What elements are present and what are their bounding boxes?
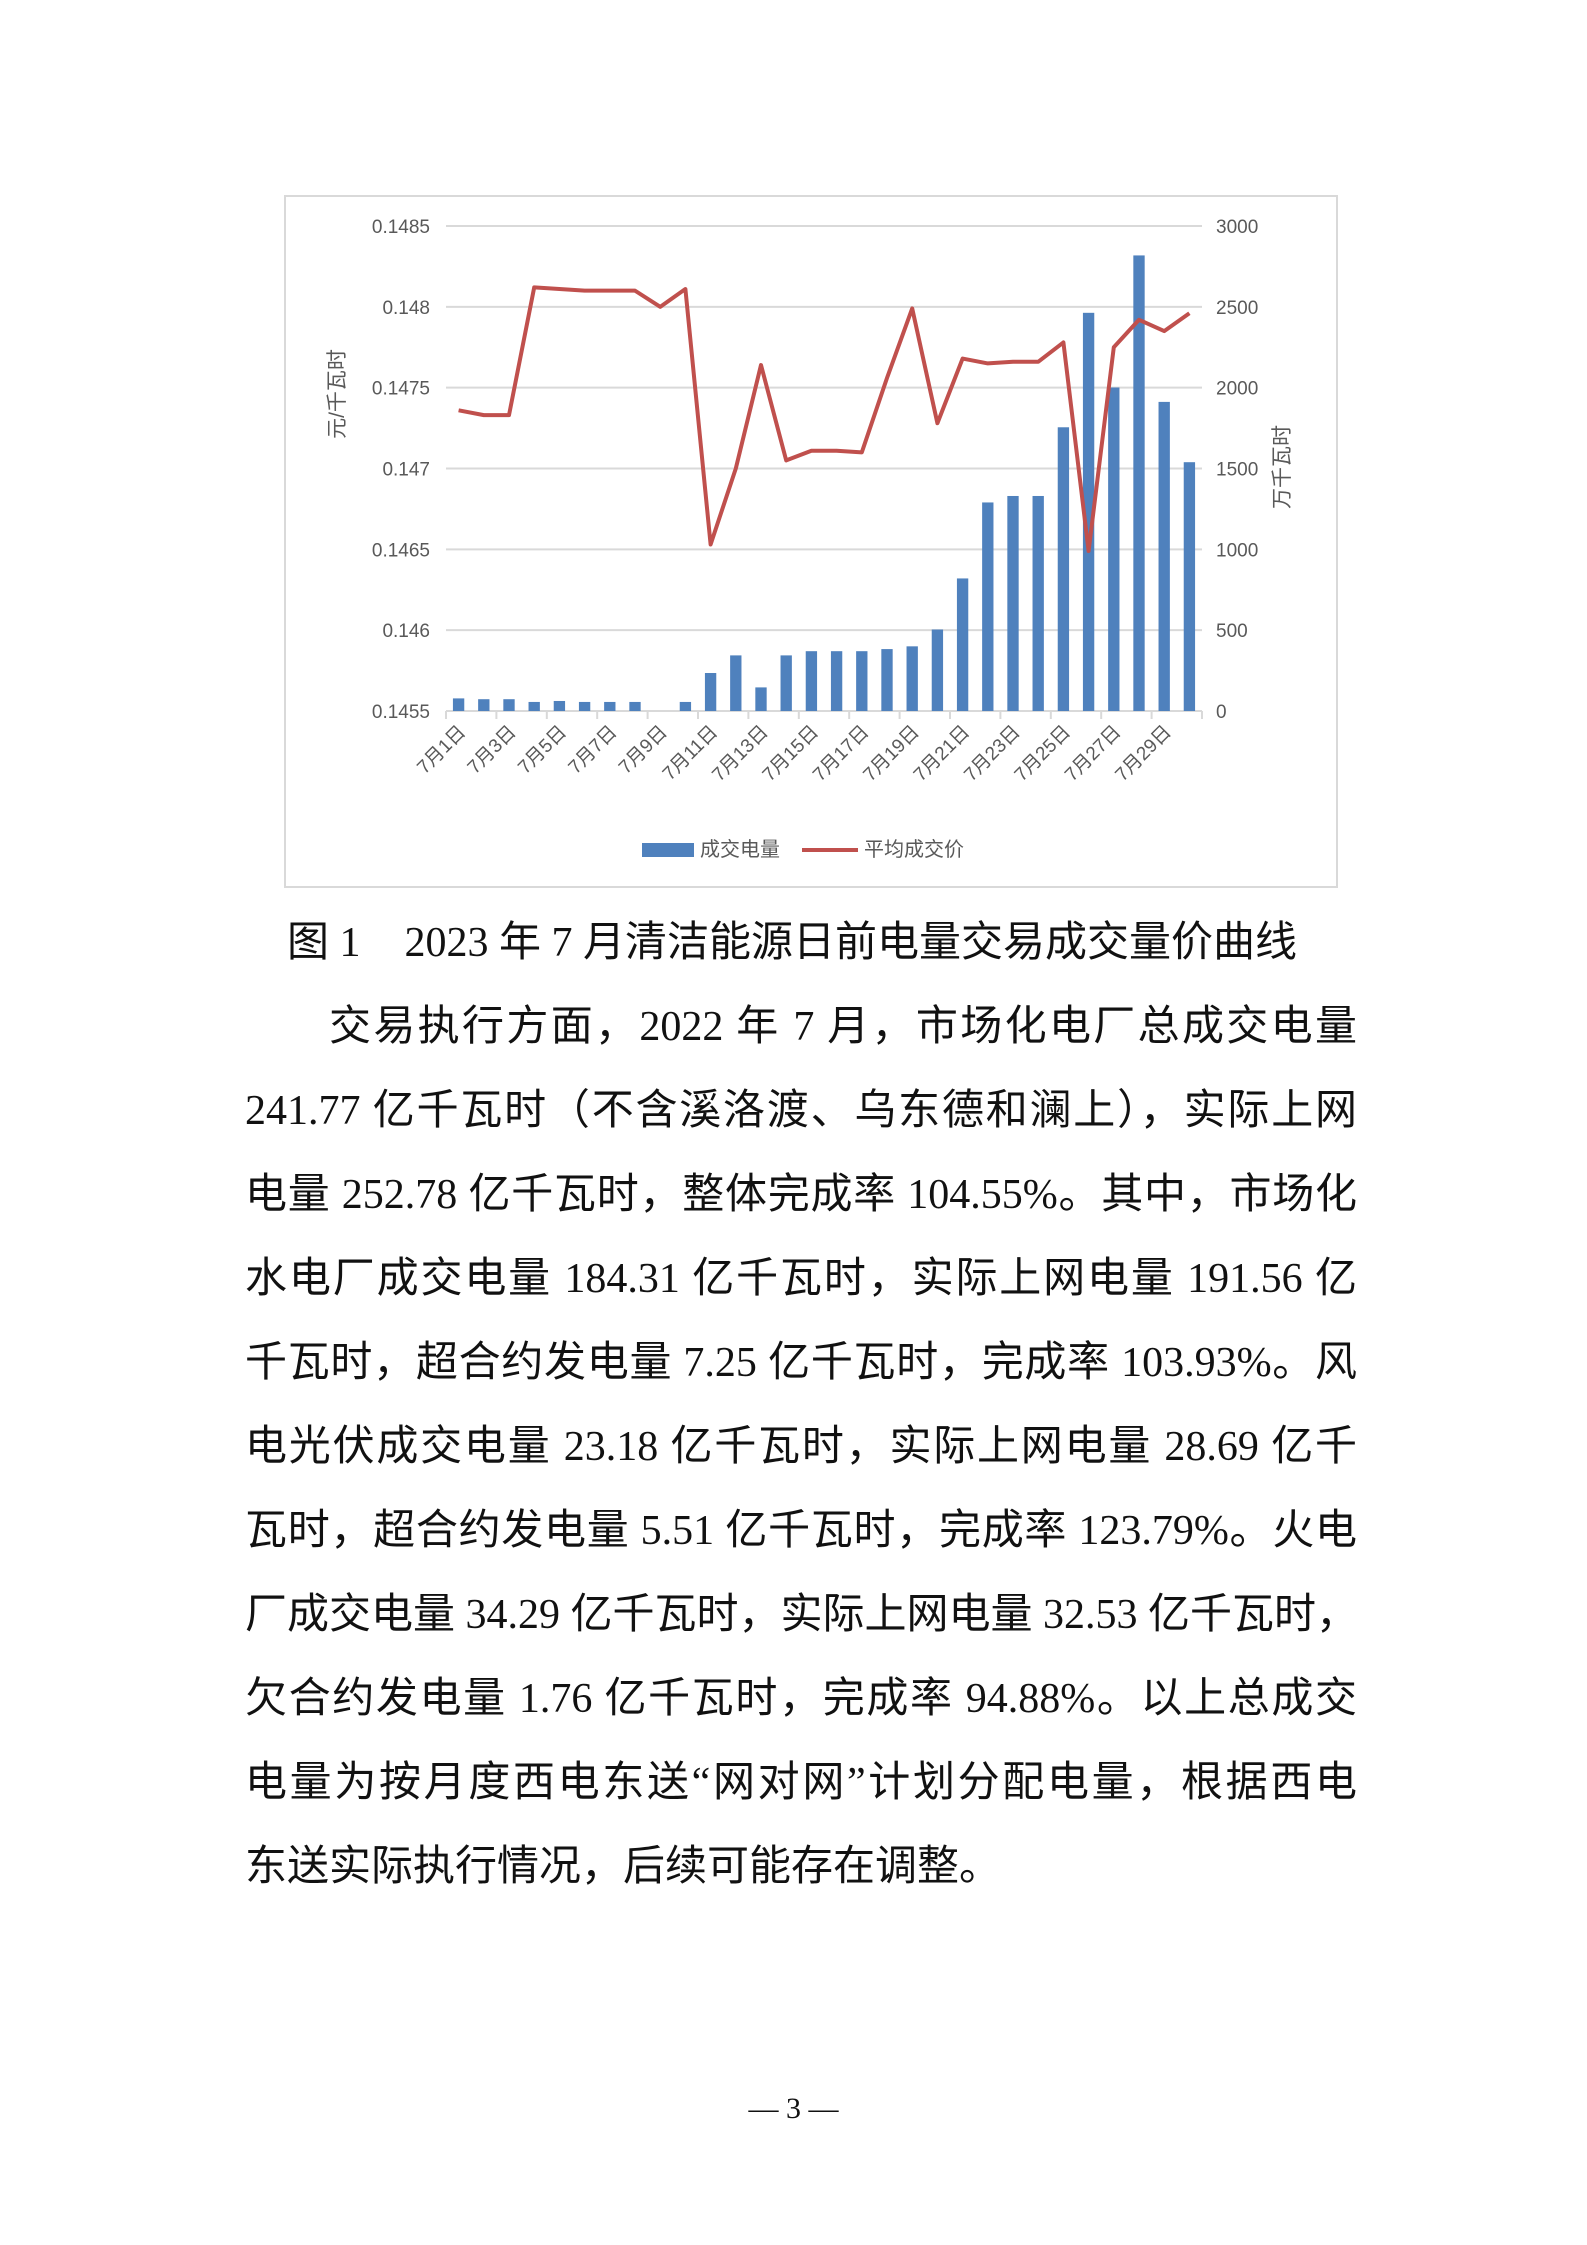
right-tick-label: 3000 bbox=[1216, 217, 1258, 238]
x-tick-label: 7月5日 bbox=[514, 722, 571, 779]
legend-bar-label: 成交电量 bbox=[700, 838, 780, 861]
bar-7月29日 bbox=[1158, 401, 1170, 711]
bar-7月20日 bbox=[931, 629, 944, 711]
bar-7月4日 bbox=[528, 701, 540, 711]
bar-7月15日 bbox=[805, 651, 818, 711]
bar-7月5日 bbox=[553, 700, 566, 711]
text-line: 水电厂成交电量 184.31 亿千瓦时，实际上网电量 191.56 亿 bbox=[245, 1256, 1357, 1302]
bar-7月22日 bbox=[982, 502, 994, 711]
right-tick-label: 2000 bbox=[1216, 379, 1258, 400]
text-line: 交易执行方面，2022 年 7 月，市场化电厂总成交电量 bbox=[329, 1004, 1357, 1050]
right-tick-label: 500 bbox=[1216, 621, 1248, 642]
bar-7月25日 bbox=[1057, 427, 1070, 711]
left-axis-title: 元/千瓦时 bbox=[326, 349, 349, 439]
price-line bbox=[458, 285, 1191, 553]
chart-figure: 0.1455 0.146 0.1465 0.147 0.1475 0.148 0.1485 0… bbox=[284, 195, 1338, 888]
bar-7月8日 bbox=[629, 701, 641, 711]
bar-7月12日 bbox=[730, 655, 742, 711]
page-number: — 3 — bbox=[748, 2092, 839, 2125]
left-tick-label: 0.1455 bbox=[372, 702, 430, 723]
figure-number: 图 1 bbox=[287, 920, 361, 966]
bar-7月28日 bbox=[1133, 255, 1145, 711]
left-tick-label: 0.1475 bbox=[372, 379, 430, 400]
bar-7月13日 bbox=[755, 687, 767, 711]
left-tick-label: 0.1485 bbox=[372, 217, 430, 238]
text-line: 东送实际执行情况，后续可能存在调整。 bbox=[245, 1844, 1002, 1890]
bar-7月24日 bbox=[1032, 495, 1044, 711]
left-tick-label: 0.147 bbox=[382, 460, 430, 481]
x-tick-label: 7月29日 bbox=[1112, 722, 1176, 786]
bar-7月26日 bbox=[1082, 312, 1095, 711]
right-tick-label: 1000 bbox=[1216, 540, 1258, 561]
text-line: 瓦时，超合约发电量 5.51 亿千瓦时，完成率 123.79%。火电 bbox=[245, 1508, 1357, 1554]
bar-7月14日 bbox=[780, 655, 792, 711]
bar-7月7日 bbox=[604, 701, 616, 711]
bar-7月19日 bbox=[906, 646, 918, 711]
left-tick-label: 0.1465 bbox=[372, 540, 430, 561]
x-tick-label: 7月7日 bbox=[565, 722, 622, 779]
text-line: 电光伏成交电量 23.18 亿千瓦时，实际上网电量 28.69 亿千 bbox=[245, 1424, 1357, 1470]
right-tick-label: 0 bbox=[1216, 702, 1227, 723]
bar-7月18日 bbox=[881, 649, 893, 711]
bar-7月27日 bbox=[1108, 387, 1120, 711]
left-tick-label: 0.148 bbox=[382, 298, 430, 319]
x-tick-label: 7月1日 bbox=[413, 722, 470, 779]
bar-7月6日 bbox=[578, 701, 591, 711]
legend-bar-swatch bbox=[642, 843, 694, 857]
combo-chart: 0.1455 0.146 0.1465 0.147 0.1475 0.148 0.1485 0… bbox=[326, 217, 1294, 861]
left-tick-label: 0.146 bbox=[382, 621, 430, 642]
text-line: 241.77 亿千瓦时（不含溪洛渡、乌东德和澜上），实际上网 bbox=[245, 1088, 1357, 1134]
right-axis-title: 万千瓦时 bbox=[1271, 425, 1294, 509]
text-line: 千瓦时，超合约发电量 7.25 亿千瓦时，完成率 103.93%。风 bbox=[245, 1340, 1357, 1386]
figure-caption: 图 1 2023 年 7 月清洁能源日前电量交易成交量价曲线 bbox=[287, 908, 1297, 969]
legend-line-label: 平均成交价 bbox=[864, 838, 964, 861]
bar-7月3日 bbox=[503, 699, 515, 711]
right-tick-label: 2500 bbox=[1216, 298, 1258, 319]
text-line: 电量 252.78 亿千瓦时，整体完成率 104.55%。其中，市场化 bbox=[245, 1172, 1357, 1218]
bar-7月2日 bbox=[478, 699, 490, 711]
bar-7月30日 bbox=[1183, 462, 1196, 711]
bar-7月17日 bbox=[856, 651, 868, 711]
bar-7月1日 bbox=[452, 698, 465, 711]
text-line: 欠合约发电量 1.76 亿千瓦时，完成率 94.88%。以上总成交 bbox=[245, 1676, 1357, 1722]
text-line: 电量为按月度西电东送“网对网”计划分配电量，根据西电 bbox=[245, 1760, 1357, 1806]
text-line: 厂成交电量 34.29 亿千瓦时，实际上网电量 32.53 亿千瓦时， bbox=[245, 1592, 1359, 1638]
right-tick-label: 1500 bbox=[1216, 460, 1258, 481]
bar-7月23日 bbox=[1007, 495, 1019, 711]
bar-7月16日 bbox=[830, 651, 843, 711]
bar-7月11日 bbox=[704, 673, 717, 711]
body-paragraph: 交易执行方面，2022 年 7 月，市场化电厂总成交电量 241.77 亿千瓦时… bbox=[245, 985, 1359, 1909]
figure-title: 2023 年 7 月清洁能源日前电量交易成交量价曲线 bbox=[404, 920, 1298, 966]
bar-7月10日 bbox=[679, 701, 692, 711]
bar-7月21日 bbox=[956, 578, 969, 711]
x-tick-label: 7月3日 bbox=[464, 722, 521, 779]
